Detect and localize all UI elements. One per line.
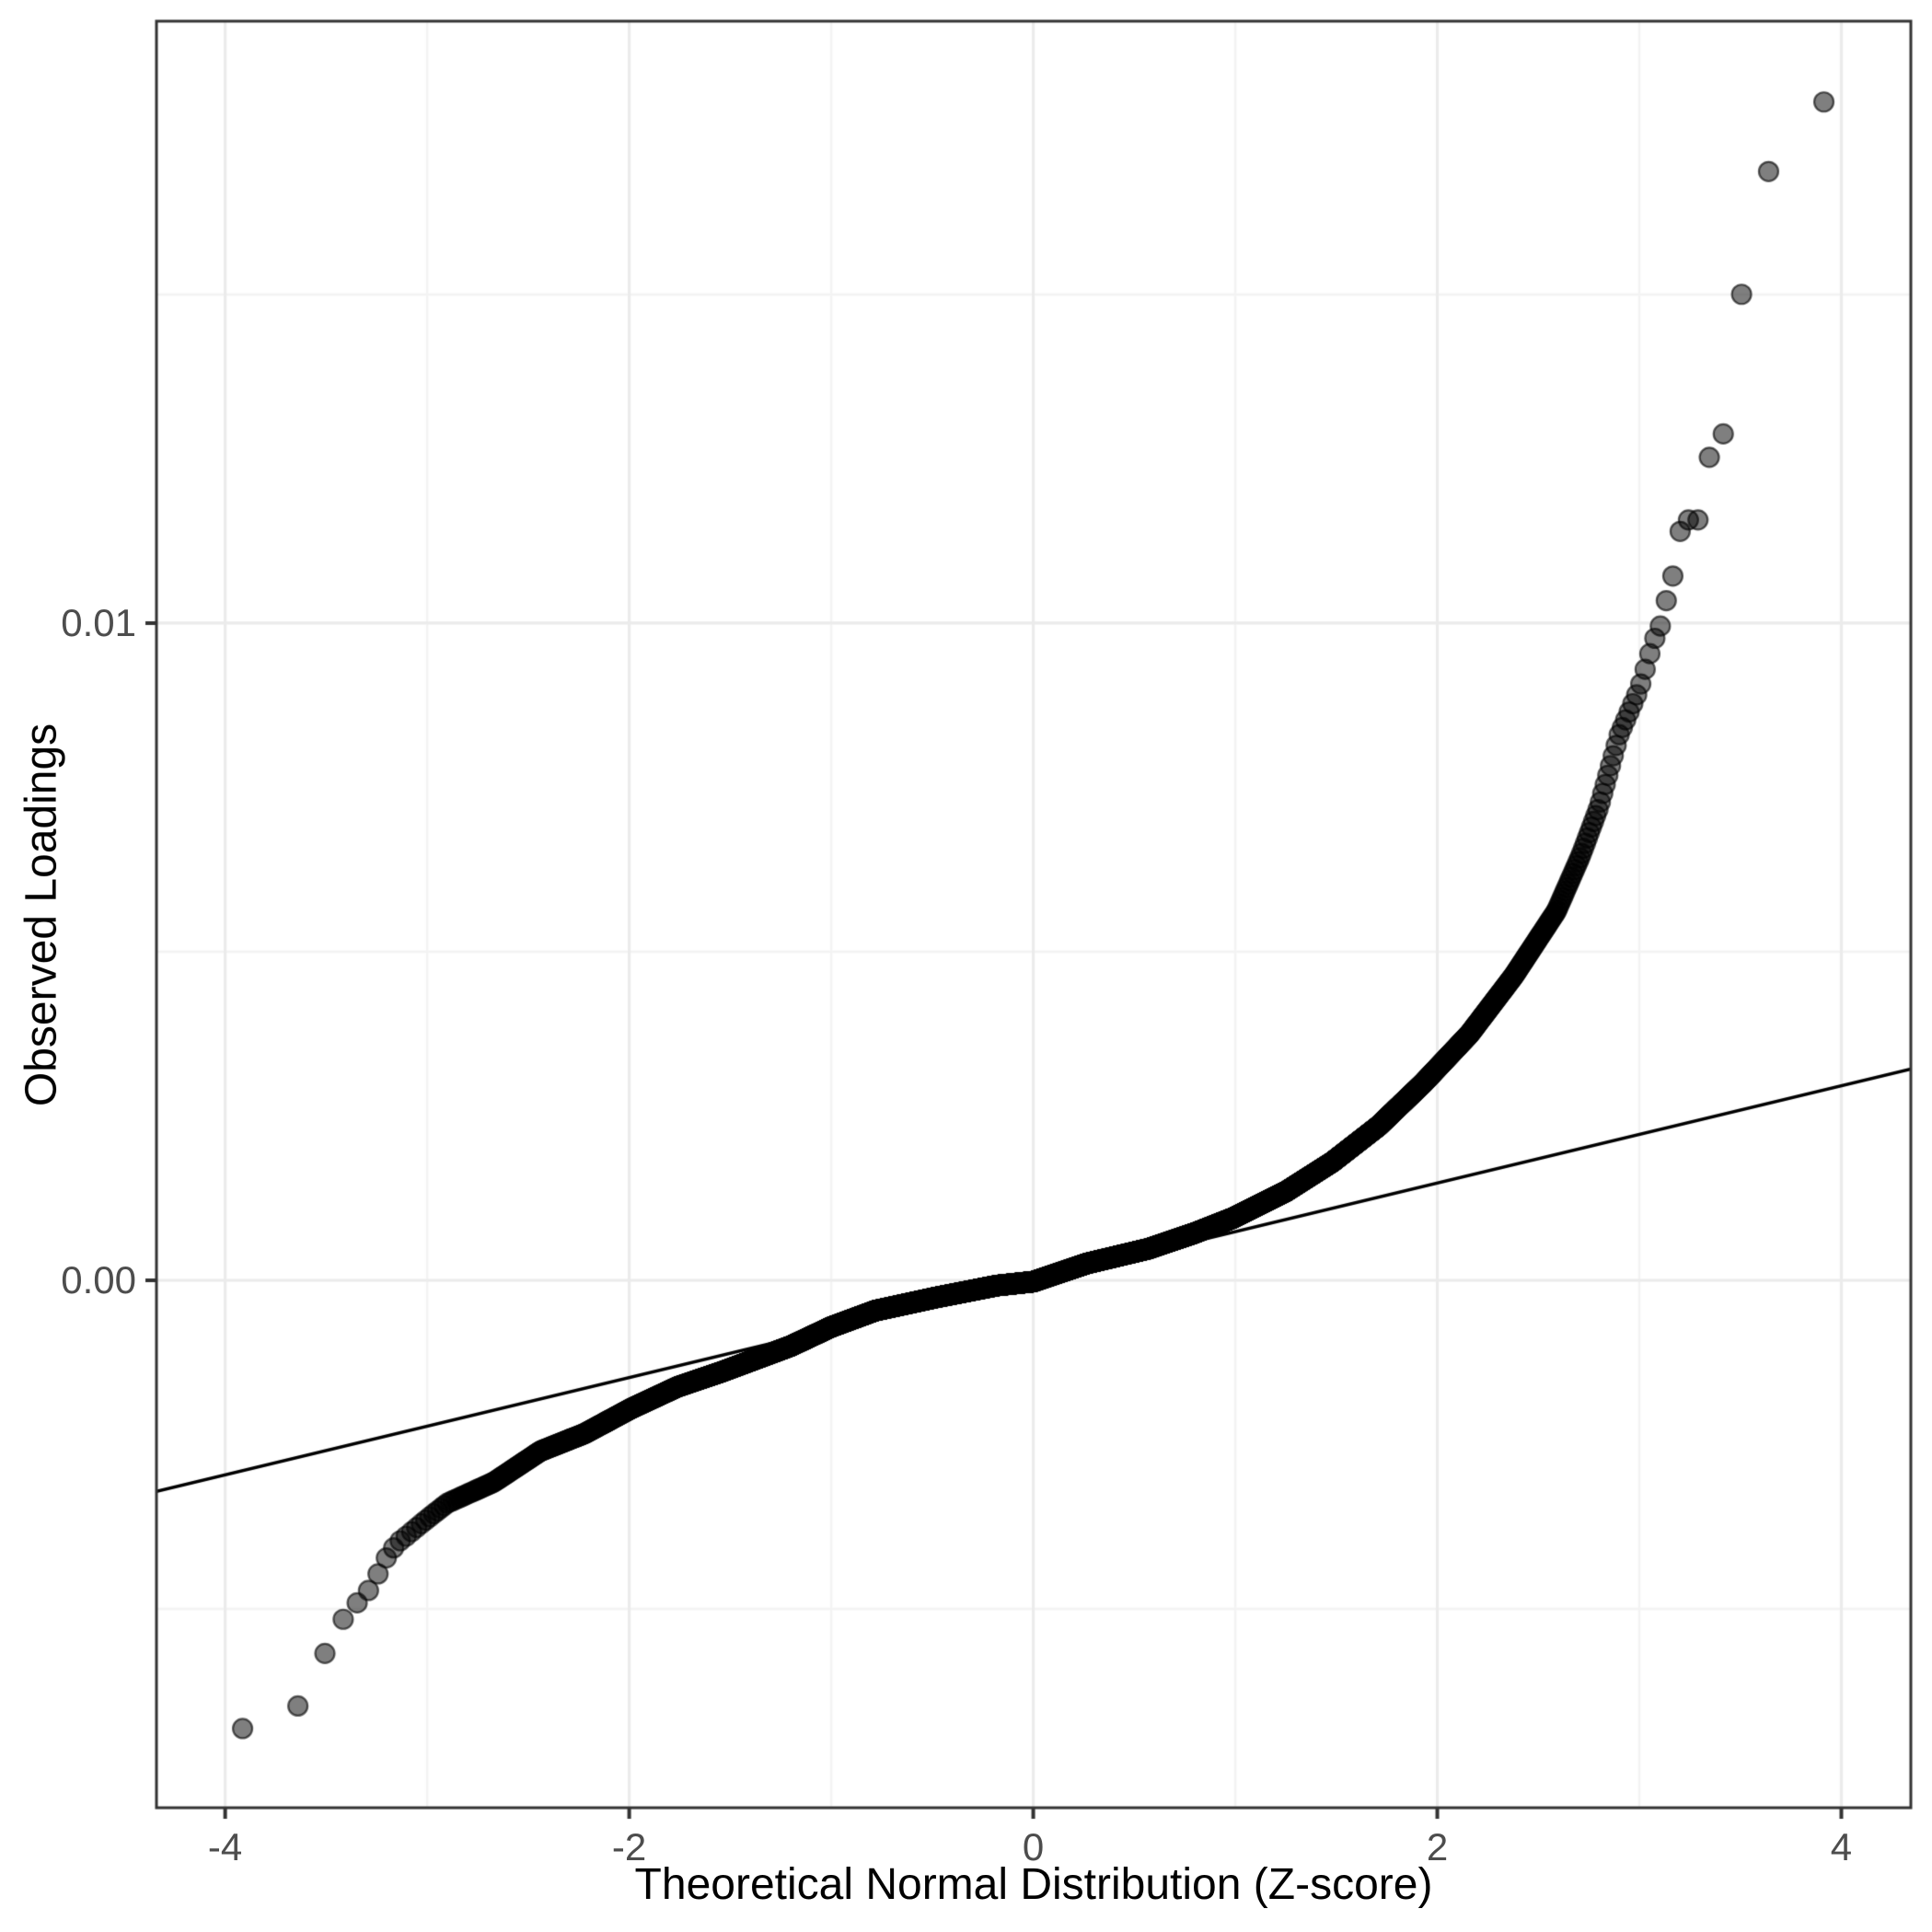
x-tick-label: 0 bbox=[1022, 1825, 1045, 1868]
x-tick-label: -4 bbox=[207, 1825, 243, 1868]
y-axis-title: Observed Loadings bbox=[17, 723, 66, 1107]
y-tick-label: 0.00 bbox=[61, 1257, 136, 1301]
x-tick-label: 2 bbox=[1426, 1825, 1449, 1868]
y-tick-label: 0.01 bbox=[61, 600, 136, 644]
x-axis-title: Theoretical Normal Distribution (Z-score… bbox=[634, 1860, 1433, 1909]
x-tick-label: 4 bbox=[1830, 1825, 1853, 1868]
x-tick-label: -2 bbox=[611, 1825, 647, 1868]
